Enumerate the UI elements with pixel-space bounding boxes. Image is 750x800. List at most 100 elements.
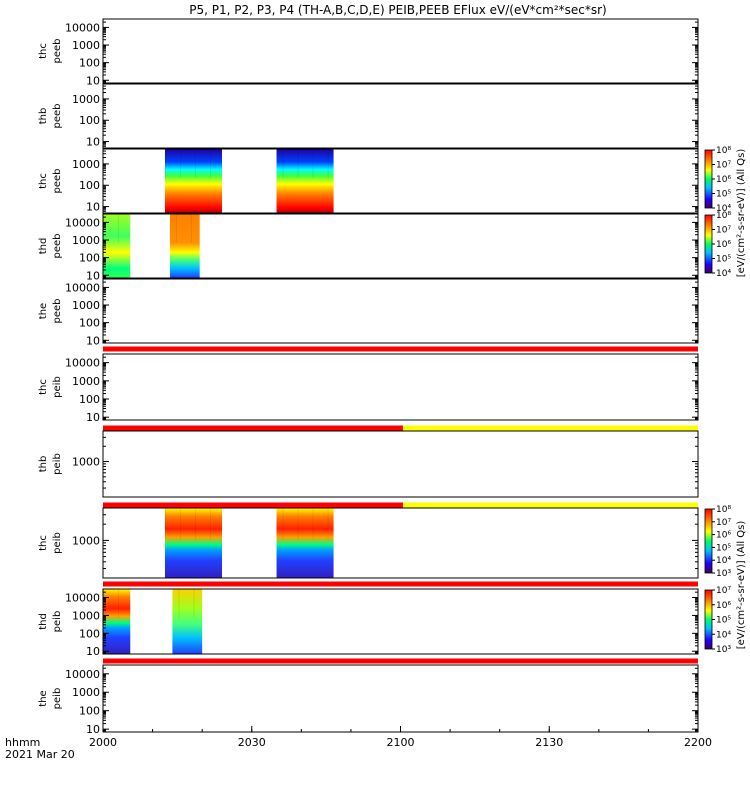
spectrogram-texture xyxy=(282,508,284,540)
spectrogram-texture xyxy=(118,214,119,243)
panel-thb-peib: 1000 thb peib xyxy=(38,430,699,498)
colorbar-tick-label: 10³ xyxy=(716,645,731,655)
spectrogram-texture xyxy=(178,589,180,619)
y-tick-label: 10 xyxy=(86,136,100,149)
colorbar-label-1: [eV/(cm²-s-sr-eV)] (All Qs) xyxy=(736,149,747,278)
colorbar-tick-label: 10⁴ xyxy=(716,556,731,566)
panel-frame xyxy=(102,83,699,149)
colorbar-tick-label: 10⁴ xyxy=(716,630,731,640)
y-tick-label: 100 xyxy=(79,57,100,70)
y-tick-label: 10000 xyxy=(65,21,100,34)
colorbar-tick-label: 10⁶ xyxy=(716,531,731,541)
colorbar-tick-label: 10⁸ xyxy=(716,211,731,221)
y-tick-label: 100 xyxy=(79,179,100,192)
panel-frame xyxy=(102,664,699,733)
y-tick-label: 10000 xyxy=(65,668,100,681)
spectrogram-block xyxy=(169,214,200,278)
y-tick-label: 1000 xyxy=(72,158,100,171)
y-tick-label: 10000 xyxy=(65,216,100,229)
spectrogram-texture xyxy=(327,508,329,540)
spectrogram-texture xyxy=(209,149,211,178)
quality-bar-segment xyxy=(103,658,698,664)
y-tick-label: 1000 xyxy=(72,93,100,106)
y-tick-label: 10 xyxy=(86,723,100,736)
figure-title: P5, P1, P2, P3, P4 (TH-A,B,C,D,E) PEIB,P… xyxy=(189,3,606,17)
spectrogram-texture xyxy=(118,589,119,619)
panel-label-probe: thc xyxy=(38,535,49,551)
panel-label-product: peib xyxy=(52,532,63,554)
colorbar-tick-label: 10⁵ xyxy=(716,616,731,626)
colorbar-scale xyxy=(704,589,713,650)
colorbar-scale xyxy=(704,508,713,574)
spectrogram-texture xyxy=(164,508,166,540)
spectrogram-texture xyxy=(297,149,299,178)
y-tick-label: 1000 xyxy=(72,299,100,312)
spectrogram-texture xyxy=(327,149,329,178)
y-tick-label: 1000 xyxy=(72,686,100,699)
colorbar-tick-label: 10⁵ xyxy=(716,543,731,553)
colorbar-label-2: [eV/(cm²-s-sr-eV)] (All Qs) xyxy=(736,521,747,650)
x-tick-label: 2200 xyxy=(684,736,712,749)
y-tick-label: 100 xyxy=(79,705,100,718)
colorbar-tick-label: 10⁷ xyxy=(716,518,731,528)
colorbar-tick-label: 10⁶ xyxy=(716,175,731,185)
spectrogram-block xyxy=(172,589,203,654)
y-tick-label: 10 xyxy=(86,334,100,347)
date-label: 2021 Mar 20 xyxy=(5,748,75,761)
spectrogram-texture xyxy=(164,149,166,178)
y-tick-label: 100 xyxy=(79,393,100,406)
spectrogram-texture xyxy=(179,508,181,540)
colorbar-cb-peeb-thd: 10⁴ 10⁵ 10⁶ 10⁷ 10⁸ xyxy=(704,211,731,279)
quality-bar-segment xyxy=(103,346,698,352)
panel-label-product: peib xyxy=(52,688,63,710)
panel-frame xyxy=(102,353,699,421)
y-tick-label: 1000 xyxy=(72,234,100,247)
panel-label-product: peeb xyxy=(52,234,63,259)
quality-bar-segment xyxy=(402,502,698,508)
x-tick-label: 2100 xyxy=(387,736,415,749)
colorbar-cb-peeb-thc: 10⁴ 10⁵ 10⁶ 10⁷ 10⁸ xyxy=(704,146,731,214)
x-tick-label: 2130 xyxy=(535,736,563,749)
y-tick-label: 100 xyxy=(79,114,100,127)
panel-thb-peeb: 10 100 1000 thb peeb xyxy=(38,83,699,149)
y-tick-label: 1000 xyxy=(72,609,100,622)
panel-thc-peib-top: 10 100 1000 10000 thc peib xyxy=(38,353,699,424)
colorbar-tick-label: 10³ xyxy=(716,569,731,579)
y-tick-label: 10 xyxy=(86,645,100,658)
spectrogram-texture xyxy=(194,149,196,178)
y-tick-label: 1000 xyxy=(72,375,100,388)
panel-label-product: peeb xyxy=(52,169,63,194)
x-tick-label: 2000 xyxy=(89,736,117,749)
panel-frame xyxy=(102,148,699,214)
colorbars-layer: 10⁴10⁵10⁶10⁷10⁸10⁴10⁵10⁶10⁷10⁸10³10⁴10⁵1… xyxy=(704,146,731,655)
colorbar-cb-peib-thc: 10³ 10⁴ 10⁵ 10⁶ 10⁷ 10⁸ xyxy=(704,505,731,579)
y-tick-label: 100 xyxy=(79,317,100,330)
y-tick-label: 10000 xyxy=(65,592,100,605)
spectrogram-texture xyxy=(193,589,195,619)
panel-frame xyxy=(102,430,699,498)
panel-thc-peeb-top: 10 100 1000 10000 thc peeb xyxy=(38,18,699,87)
panel-label-product: peeb xyxy=(52,299,63,324)
quality-bar-segment xyxy=(402,425,698,431)
y-tick-label: 10000 xyxy=(65,281,100,294)
y-tick-label: 1000 xyxy=(72,534,100,547)
panel-label-probe: thb xyxy=(38,456,49,473)
panel-label-probe: thc xyxy=(38,173,49,189)
quality-bar-segment xyxy=(103,581,698,587)
colorbar-tick-label: 10⁷ xyxy=(716,586,731,596)
y-tick-label: 1000 xyxy=(72,456,100,469)
panel-label-product: peib xyxy=(52,376,63,398)
y-tick-label: 100 xyxy=(79,627,100,640)
panel-the-peib: 10 100 1000 10000 the peib xyxy=(38,664,699,736)
spectrogram-texture xyxy=(297,508,299,540)
panel-label-probe: thc xyxy=(38,379,49,395)
spectrogram-block xyxy=(276,508,334,578)
panel-frame xyxy=(102,588,699,655)
spectrogram-texture xyxy=(209,508,211,540)
panel-label-product: peib xyxy=(52,453,63,475)
panel-label-product: peib xyxy=(52,611,63,633)
colorbar-tick-label: 10⁷ xyxy=(716,161,731,171)
spectrogram-texture xyxy=(179,149,181,178)
